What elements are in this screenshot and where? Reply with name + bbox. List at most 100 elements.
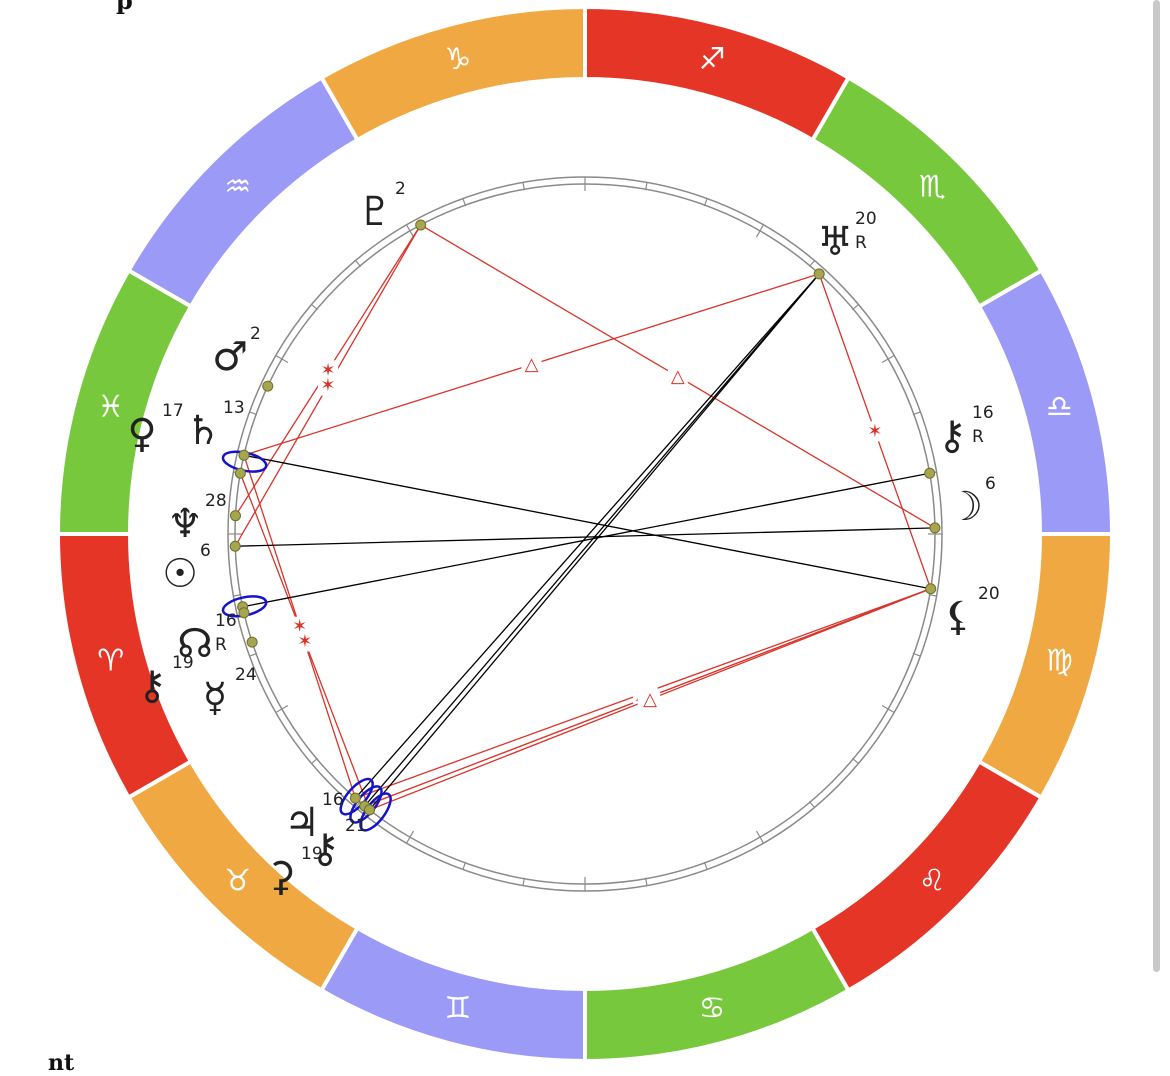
chiron-libra-retrograde: R: [972, 427, 984, 447]
ceres-glyph: ⚳: [266, 854, 295, 900]
chiron-taurus-glyph: ⚷: [310, 826, 339, 872]
mercury-glyph: ☿: [203, 675, 228, 721]
degree-tick: [462, 861, 467, 870]
degree-tick: [405, 830, 415, 844]
planet-label-chiron-libra: ⚷ 16 R: [937, 403, 993, 459]
scrollbar[interactable]: [1153, 0, 1160, 972]
aspect-line-sun-moon: [235, 527, 935, 547]
planet-label-jupiter: ♃ 16: [284, 790, 344, 846]
zodiac-glyph-virgo: ♍: [1046, 644, 1073, 679]
aspect-symbol-bg: [318, 360, 339, 381]
inner-circle-outer: [227, 176, 943, 892]
zodiac-glyph-libra: ♎: [1046, 389, 1073, 424]
aspect-symbol-sextile: ✶: [297, 631, 312, 652]
planet-label-uranus: ♅ 20 R: [817, 209, 877, 265]
degree-tick: [808, 800, 815, 808]
degree-tick: [522, 182, 525, 191]
planet-label-moon: ☽ 6: [947, 474, 996, 530]
planet-dot-sun: [229, 540, 241, 552]
planet-dot-lilith: [925, 583, 937, 595]
aspect-symbol-bg: [294, 631, 315, 652]
zodiac-glyph-pisces: ♓: [97, 389, 124, 424]
chiron-taurus-degree: 21: [345, 816, 367, 836]
planet-label-chiron-aries: ⚷ 19: [137, 653, 193, 709]
zodiac-ring: ♈ ♉ ♊ ♋ ♌ ♍ ♎ ♏ ♐ ♑ ♒ ♓: [55, 4, 1115, 1064]
aspect-line-saturn-lilith: [243, 454, 931, 590]
inner-circle: [227, 176, 943, 892]
degree-tick: [912, 652, 921, 657]
zodiac-glyph-aquarius: ♒: [224, 169, 251, 204]
degree-tick: [522, 877, 525, 886]
degree-tick: [275, 704, 289, 714]
mars-degree: 2: [250, 324, 261, 344]
planet-label-lilith: ⚸ 20: [943, 584, 999, 640]
aspect-symbol-bg: [640, 689, 661, 710]
pluto-degree: 2: [395, 179, 406, 199]
aspect-line-uranus-ceres: [369, 273, 820, 811]
zodiac-glyph-capricorn: ♑: [444, 42, 471, 77]
planet-dot-mars: [262, 380, 274, 392]
degree-tick: [311, 757, 319, 764]
planet-dot-ceres: [364, 804, 376, 816]
degree-tick: [851, 304, 859, 311]
sun-glyph: ☉: [162, 551, 198, 597]
mars-glyph: ♂: [212, 334, 248, 380]
uranus-degree: 20: [855, 209, 877, 229]
zodiac-glyph-sagittarius: ♐: [699, 42, 726, 77]
jupiter-degree: 16: [322, 790, 344, 810]
planet-label-chiron-taurus: ⚷ 21: [310, 816, 366, 872]
planet-dot-chiron-aries: [238, 607, 250, 619]
planet-dot-mercury: [246, 636, 258, 648]
neptune-glyph: ♆: [167, 501, 203, 547]
aspect-symbol-bg: [864, 421, 885, 442]
aspect-line-uranus-chiron-taurus: [364, 273, 820, 807]
venus-degree: 17: [162, 401, 184, 421]
degree-tick: [703, 861, 708, 870]
zodiac-glyph-gemini: ♊: [444, 991, 471, 1026]
planet-dots: [229, 219, 941, 816]
degree-tick: [355, 260, 362, 268]
zodiac-glyph-aries: ♈: [97, 644, 124, 679]
degree-tick: [755, 224, 765, 238]
zodiac-glyph-leo: ♌: [919, 864, 946, 899]
zodiac-glyph-scorpio: ♏: [919, 169, 946, 204]
neptune-degree: 28: [205, 491, 227, 511]
degree-tick: [233, 594, 242, 597]
aspect-symbol-sextile: ✶: [320, 375, 335, 396]
planet-label-pluto: ♇ 2: [357, 179, 406, 235]
saturn-degree: 13: [223, 398, 245, 418]
saturn-glyph: ♄: [185, 408, 221, 454]
inner-circle-inner: [234, 183, 936, 885]
aspect-symbol-trine: △: [643, 689, 657, 710]
aspect-symbol-bg: [317, 375, 338, 396]
degree-tick: [881, 354, 895, 364]
aspect-lines: [234, 224, 936, 811]
degree-tick: [355, 800, 362, 808]
degree-tick: [912, 411, 921, 416]
moon-degree: 6: [985, 474, 996, 494]
planet-dot-neptune: [229, 510, 241, 522]
aspect-symbol-bg: [521, 354, 542, 375]
degree-tick: [462, 198, 467, 207]
planet-dot-venus: [234, 467, 246, 479]
venus-glyph: ♀: [127, 411, 156, 457]
lilith-glyph: ⚸: [943, 594, 972, 640]
aspect-line-uranus-jupiter: [354, 273, 820, 799]
planet-label-mercury: ☿ 24: [203, 665, 257, 721]
lilith-degree: 20: [978, 584, 1000, 604]
aspect-symbol-trine: △: [525, 354, 539, 375]
zodiac-glyph-taurus: ♉: [224, 864, 251, 899]
page-fragment-bottom: nt: [48, 1050, 75, 1076]
pluto-glyph: ♇: [357, 189, 393, 235]
zodiac-glyph-cancer: ♋: [699, 991, 726, 1026]
degree-tick: [645, 182, 648, 191]
planet-label-node: ☊ 16 R: [177, 611, 236, 667]
degree-tick: [249, 411, 258, 416]
sun-degree: 6: [200, 541, 211, 561]
degree-tick: [851, 757, 859, 764]
chiron-aries-glyph: ⚷: [137, 663, 166, 709]
node-glyph: ☊: [177, 621, 213, 667]
chiron-aries-degree: 19: [172, 653, 194, 673]
planet-dot-uranus: [813, 268, 825, 280]
